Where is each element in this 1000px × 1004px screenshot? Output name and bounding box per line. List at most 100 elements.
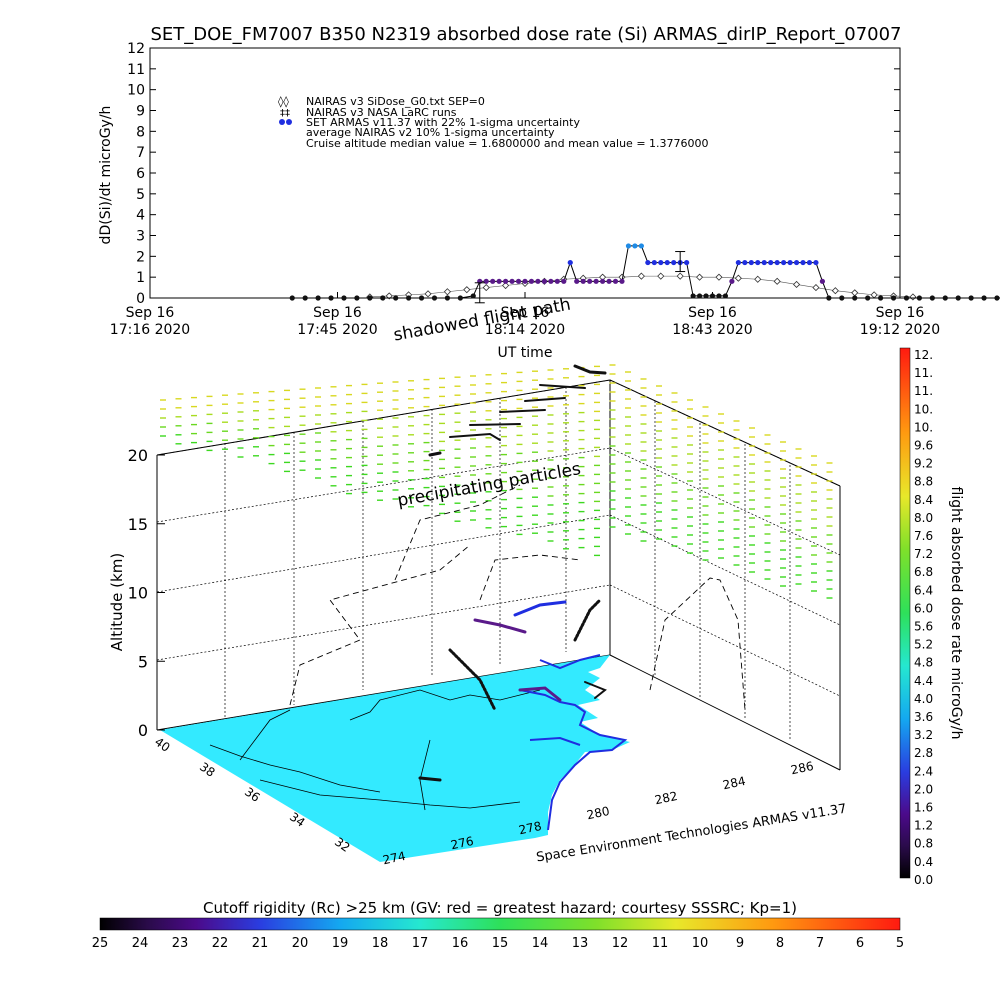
armas-series	[289, 243, 1000, 301]
cutoff-rigidity-tick-label: 9	[736, 936, 744, 951]
armas-point	[981, 295, 987, 301]
armas-point	[826, 295, 832, 301]
longitude-ticks: 274 276 278 280 282 284 286	[382, 759, 815, 867]
cutoff-rigidity-tick-label: 7	[816, 936, 824, 951]
armas-point	[535, 278, 541, 284]
nairas-series	[366, 272, 917, 301]
y-tick-label: 9	[136, 104, 145, 120]
altitude-axis-label: Altitude (km)	[108, 553, 126, 651]
altitude-tick-label: 20	[128, 446, 148, 465]
dose-rate-tick-label: 0.4	[914, 855, 933, 869]
y-tick-label: 1	[136, 270, 145, 286]
x-tick-day: Sep 16	[501, 305, 550, 321]
armas-point	[793, 259, 800, 266]
dose-rate-tick-label: 3.2	[914, 728, 933, 742]
armas-point	[612, 278, 619, 284]
cutoff-rigidity-tick-label: 5	[896, 936, 904, 951]
armas-point	[587, 278, 593, 284]
land-surface	[160, 655, 630, 862]
coastline	[519, 654, 628, 831]
nairas-point	[831, 287, 839, 295]
dose-rate-tick-label: 0.8	[914, 837, 933, 851]
dose-rate-tick-label: 7.2	[914, 547, 933, 561]
dose-rate-colorbar-ticks: 12. 11. 11. 10. 10. 9.6 9.2 8.8 8.4 8.0 7.6 7.2 6.8 6…	[914, 348, 933, 887]
state-borders	[209, 689, 541, 811]
altitude-tick-label: 10	[128, 584, 148, 603]
dose-rate-tick-label: 10.	[914, 402, 933, 416]
armas-point	[800, 259, 806, 266]
armas-point	[942, 295, 948, 301]
armas-point	[328, 295, 334, 301]
dose-rate-tick-label: 5.2	[914, 638, 933, 652]
armas-point	[496, 278, 502, 284]
armas-point	[735, 259, 741, 266]
armas-point	[632, 243, 638, 249]
dose-rate-tick-label: 1.2	[914, 819, 933, 833]
armas-point	[457, 295, 463, 301]
y-tick-label: 0	[136, 291, 145, 307]
armas-point	[865, 295, 871, 301]
dose-rate-tick-label: 11.	[914, 384, 933, 398]
cutoff-rigidity-tick-label: 8	[776, 936, 784, 951]
legend-marker-nairas-g0: ◊◊	[278, 95, 289, 108]
x-tick-day: Sep 16	[688, 305, 737, 321]
dose-rate-tick-label: 4.4	[914, 674, 933, 688]
armas-point	[580, 278, 586, 284]
armas-point	[742, 259, 748, 266]
dose-rate-tick-label: 4.8	[914, 656, 933, 670]
armas-point	[819, 278, 826, 284]
armas-point	[761, 259, 767, 266]
armas-point	[722, 293, 729, 299]
armas-point	[490, 278, 496, 284]
armas-point	[367, 295, 373, 301]
top-y-axis-label: dD(Si)/dt microGy/h	[98, 106, 114, 245]
cutoff-rigidity-tick-label: 13	[572, 936, 589, 951]
armas-point	[806, 259, 813, 266]
armas-point	[522, 278, 528, 284]
dose-rate-tick-label: 2.8	[914, 746, 933, 760]
cutoff-rigidity-colorbar: Cutoff rigidity (Rc) >25 km (GV: red = g…	[92, 899, 904, 951]
nairas-point	[715, 273, 723, 281]
dose-rate-tick-label: 4.0	[914, 692, 933, 706]
armas-point	[916, 295, 922, 301]
x-tick-time: 18:43 2020	[672, 322, 752, 338]
nairas-point	[754, 275, 762, 283]
nairas-point	[676, 272, 684, 280]
armas-point	[470, 293, 476, 299]
armas-point	[574, 278, 580, 284]
armas-point	[709, 293, 716, 299]
nairas-point	[812, 284, 820, 292]
x-tick-time: 17:16 2020	[110, 322, 190, 338]
top-plot-frame	[149, 47, 901, 299]
latitude-tick-label: 40	[152, 735, 173, 755]
armas-point	[554, 278, 560, 284]
cutoff-rigidity-tick-label: 22	[212, 936, 229, 951]
armas-point	[380, 295, 386, 301]
legend-entry: SET ARMAS v11.37 with 22% 1-sigma uncert…	[306, 116, 580, 129]
dose-rate-tick-label: 1.6	[914, 801, 933, 815]
cutoff-rigidity-tick-label: 25	[92, 936, 109, 951]
cutoff-rigidity-tick-label: 16	[452, 936, 469, 951]
dose-rate-tick-label: 2.4	[914, 764, 933, 778]
cutoff-rigidity-tick-label: 21	[252, 936, 269, 951]
x-tick-time: 17:45 2020	[297, 322, 377, 338]
armas-point	[599, 278, 606, 284]
armas-point	[431, 295, 438, 301]
dose-rate-tick-label: 5.6	[914, 620, 933, 634]
armas-point	[444, 295, 451, 301]
nairas-point	[502, 281, 510, 290]
y-tick-label: 3	[136, 229, 145, 245]
larc-error-bars	[474, 251, 686, 304]
longitude-tick-label: 276	[450, 834, 475, 852]
altitude-tick-label: 5	[138, 652, 148, 671]
armas-point	[541, 278, 547, 284]
armas-point	[768, 259, 774, 266]
armas-point	[638, 243, 644, 249]
legend: ◊◊ ‡‡ NAIRAS v3 SiDose_G0.txt SEP=0 NAIR…	[278, 95, 709, 150]
altitude-ticks: 0 5 10 15 20	[128, 446, 165, 740]
x-tick-time: 18:14 2020	[485, 322, 565, 338]
dose-rate-tick-label: 9.6	[914, 439, 933, 453]
dose-rate-tick-label: 12.	[914, 348, 933, 362]
y-tick-label: 8	[136, 124, 145, 140]
